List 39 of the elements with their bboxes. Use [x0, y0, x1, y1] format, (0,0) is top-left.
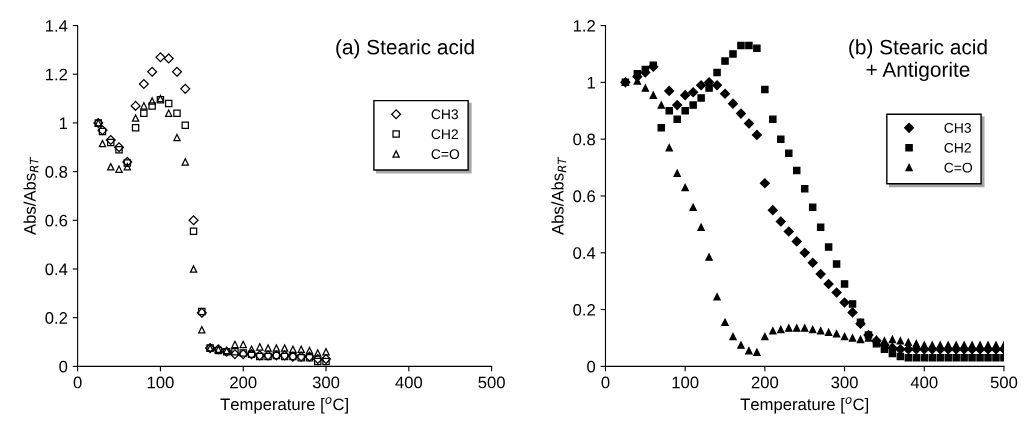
x-tick-label: 500: [478, 376, 505, 389]
x-tick-label: 500: [990, 376, 1018, 389]
y-tick-label: 0.6: [45, 214, 68, 227]
y-tick-label: 0: [587, 360, 596, 373]
legend-label: CH3: [944, 123, 971, 133]
legend-label: CH3: [431, 109, 459, 120]
y-tick-label: 0.8: [573, 133, 596, 146]
y-tick-label: 0.4: [573, 247, 596, 259]
x-axis-title: Temperature [$^{o}$C]: [220, 397, 348, 414]
x-tick-label: 100: [672, 376, 699, 389]
legend-label: C=O: [944, 162, 973, 173]
y-tick-label: 1: [587, 76, 595, 89]
x-axis-title: Temperature [$^{o}$C]: [740, 397, 869, 414]
y-axis-title: Abs/Abs$_{RT}$: [23, 156, 39, 235]
y-tick-label: 1: [59, 117, 68, 129]
y-tick-label: 0.2: [45, 312, 68, 324]
y-tick-label: 0.6: [573, 190, 596, 203]
legend-label: C=O: [431, 149, 460, 159]
text: (a) Stearic acid: [336, 39, 474, 59]
x-tick-label: 400: [395, 376, 423, 389]
x-tick-label: 300: [831, 376, 858, 389]
legend-label: CH2: [431, 129, 458, 140]
y-tick-label: 0.2: [573, 303, 595, 316]
x-tick-label: 100: [147, 376, 174, 389]
y-tick-label: 0: [59, 360, 68, 373]
x-tick-label: 200: [230, 376, 257, 389]
y-tick-label: 1.4: [46, 20, 68, 32]
x-tick-label: 400: [910, 376, 938, 389]
y-axis-title: Abs/Abs$_{RT}$: [551, 156, 567, 235]
y-tick-label: 1.2: [573, 19, 595, 32]
x-tick-label: 200: [751, 376, 779, 389]
x-tick-label: 300: [312, 376, 340, 389]
legend-label: CH2: [944, 142, 971, 153]
y-tick-label: 0.4: [45, 263, 68, 276]
x-tick-label: 0: [601, 376, 610, 389]
text: (b) Stearic acid + Antigorite: [849, 39, 987, 82]
y-tick-label: 0.8: [45, 166, 68, 178]
x-tick-label: 0: [73, 376, 82, 389]
y-tick-label: 1.2: [46, 68, 68, 81]
